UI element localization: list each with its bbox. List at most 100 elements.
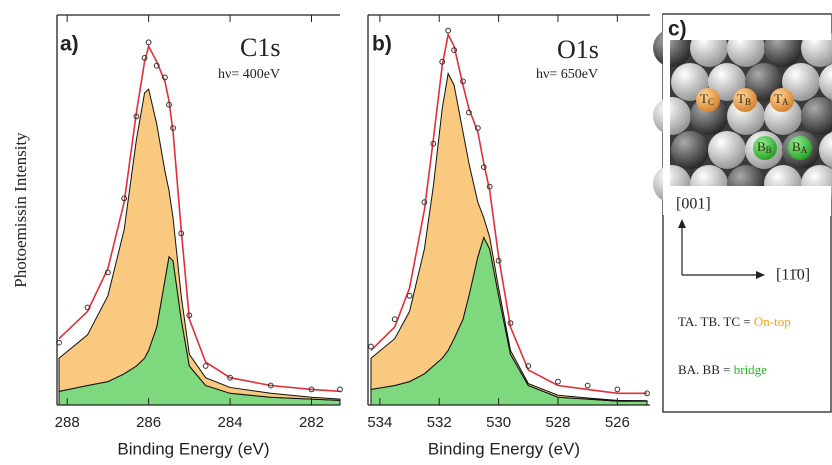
data-point bbox=[337, 386, 343, 393]
x-tick-label: 532 bbox=[427, 414, 452, 431]
data-point bbox=[178, 230, 185, 237]
site-label: BB bbox=[757, 139, 772, 155]
site-index: A bbox=[782, 97, 789, 107]
x-tick-label: 526 bbox=[605, 414, 630, 431]
data-point bbox=[644, 390, 650, 397]
legend-text: BA. BB = bridge bbox=[678, 362, 767, 377]
panel-label: c) bbox=[668, 18, 687, 41]
plot-panel: 534 532 530 528 526 O1s hν= 650eV b) Binding Ene… bbox=[367, 14, 650, 458]
legend-word: On-top bbox=[754, 314, 791, 329]
site-letter: T bbox=[737, 91, 745, 106]
data-point bbox=[141, 55, 148, 61]
data-point bbox=[170, 125, 176, 132]
data-point bbox=[202, 363, 209, 369]
atom bbox=[653, 97, 691, 135]
image-clip bbox=[663, 15, 670, 215]
chart-title: C1s bbox=[240, 33, 280, 62]
chart-title: O1s bbox=[557, 35, 599, 64]
adsorption-site bbox=[733, 88, 757, 112]
data-point bbox=[439, 58, 446, 65]
x-tick-label: 534 bbox=[367, 414, 392, 431]
atom bbox=[819, 131, 832, 169]
data-point bbox=[166, 101, 172, 108]
x-tick-label: 282 bbox=[299, 414, 324, 431]
direction-label: [001] bbox=[676, 196, 711, 213]
site-index: B bbox=[766, 145, 772, 155]
legend-key: TA. TB. TC = bbox=[678, 314, 751, 329]
chart-subtitle: hν= 650eV bbox=[536, 67, 598, 82]
adsorption-site bbox=[753, 136, 777, 160]
x-tick-label: 530 bbox=[486, 414, 511, 431]
panel-label: b) bbox=[372, 33, 392, 56]
atom bbox=[708, 131, 746, 169]
x-axis-label: Binding Energy (eV) bbox=[428, 439, 580, 458]
site-index: B bbox=[745, 97, 751, 107]
site-index: C bbox=[708, 97, 714, 107]
component-area bbox=[370, 71, 648, 402]
atom bbox=[801, 97, 832, 135]
data-point bbox=[104, 269, 111, 276]
site-label: TC bbox=[700, 91, 714, 107]
data-point bbox=[460, 78, 466, 85]
atom bbox=[745, 63, 783, 101]
data-point bbox=[84, 304, 91, 311]
fit-line bbox=[370, 32, 648, 395]
atom bbox=[708, 63, 746, 101]
atom bbox=[671, 63, 709, 101]
atom bbox=[782, 63, 820, 101]
data-point bbox=[555, 378, 561, 385]
image-clip bbox=[670, 15, 831, 40]
data-point bbox=[267, 382, 274, 389]
site-letter: B bbox=[757, 139, 766, 154]
data-point bbox=[153, 62, 160, 69]
site-label: TA bbox=[774, 91, 789, 107]
x-tick-label: 288 bbox=[55, 414, 80, 431]
x-tick-label: 284 bbox=[218, 414, 243, 431]
data-point bbox=[391, 316, 398, 323]
data-point bbox=[614, 386, 621, 393]
plot-panel: 288 286 284 282 C1s hν= 400eV a) Binding Energy… bbox=[11, 14, 343, 458]
adsorption-site bbox=[696, 88, 720, 112]
component-area bbox=[58, 88, 341, 401]
y-axis-label: Photoemissin Intensity bbox=[11, 132, 30, 288]
chart-subtitle: hν= 400eV bbox=[218, 67, 280, 82]
direction-label: [11̄0] bbox=[776, 267, 810, 284]
data-point bbox=[486, 183, 493, 190]
site-label: BA bbox=[792, 139, 808, 155]
arrow-head bbox=[756, 271, 765, 279]
site-label: TB bbox=[737, 91, 751, 107]
arrow-head bbox=[678, 219, 686, 228]
data-point bbox=[584, 382, 591, 389]
legend-text: TA. TB. TC = On-top bbox=[678, 314, 791, 329]
data-point bbox=[495, 257, 502, 264]
x-axis-label: Binding Energy (eV) bbox=[117, 439, 269, 458]
adsorption-site bbox=[788, 136, 812, 160]
data-point bbox=[406, 292, 413, 299]
data-point bbox=[145, 39, 152, 46]
site-index: A bbox=[801, 145, 808, 155]
data-point bbox=[227, 374, 233, 381]
site-letter: B bbox=[792, 139, 801, 154]
data-point bbox=[308, 386, 315, 393]
data-point bbox=[162, 74, 168, 81]
image-clip bbox=[670, 186, 831, 216]
site-letter: T bbox=[774, 91, 782, 106]
adsorption-site bbox=[770, 88, 794, 112]
data-point bbox=[430, 140, 437, 147]
data-point bbox=[507, 320, 514, 327]
data-point bbox=[368, 343, 374, 350]
data-point bbox=[466, 109, 472, 116]
fit-line bbox=[58, 43, 341, 393]
atom bbox=[671, 131, 709, 169]
data-point bbox=[133, 113, 140, 120]
data-point bbox=[121, 195, 128, 202]
x-tick-label: 528 bbox=[545, 414, 570, 431]
legend-key: BA. BB = bbox=[678, 362, 730, 377]
data-point bbox=[186, 312, 193, 319]
data-point bbox=[445, 27, 452, 34]
data-point bbox=[480, 164, 487, 171]
data-point bbox=[421, 199, 428, 206]
